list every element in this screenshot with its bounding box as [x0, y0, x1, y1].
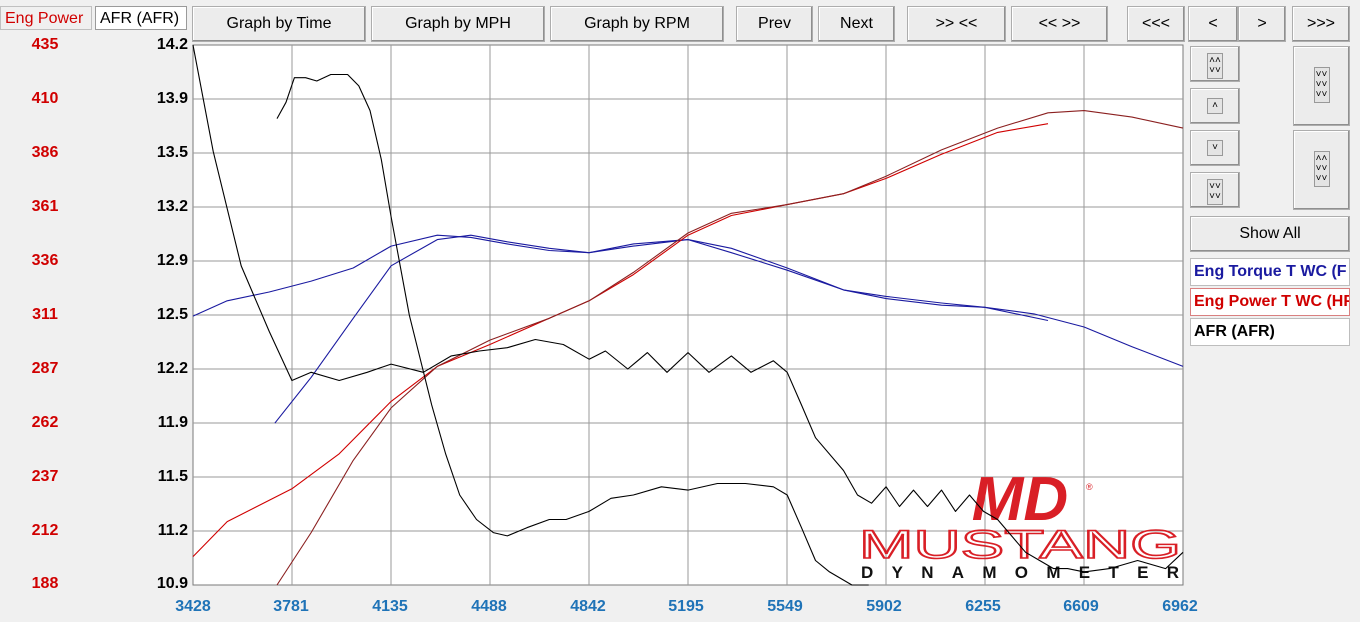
chevron-down-icon: ˅ [1207, 140, 1223, 156]
afr-tick: 11.9 [157, 414, 188, 431]
legend-eng-power-label: Eng Power T WC (HF [1194, 293, 1350, 310]
scroll-down-fast-button[interactable]: ˅˅ ˅˅ [1190, 172, 1240, 208]
x-tick: 5902 [866, 598, 902, 615]
left-tick: 336 [31, 252, 59, 269]
x-tick: 3781 [273, 598, 309, 615]
x-tick: 4488 [471, 598, 507, 615]
zoom-out-x-button[interactable]: << >> [1011, 6, 1108, 42]
graph-by-mph-button[interactable]: Graph by MPH [371, 6, 545, 42]
scroll-up-button[interactable]: ˄ [1190, 88, 1240, 124]
graph-by-rpm-button[interactable]: Graph by RPM [550, 6, 724, 42]
afr-tick: 13.2 [156, 198, 188, 215]
left-tick: 435 [31, 36, 59, 53]
show-all-button[interactable]: Show All [1190, 216, 1350, 252]
scroll-down-button[interactable]: ˅ [1190, 130, 1240, 166]
x-tick: 4135 [372, 598, 408, 615]
left-tick: 262 [31, 414, 59, 431]
left-tick: 361 [31, 198, 59, 215]
series-line [192, 123, 1049, 557]
afr-tick: 11.5 [157, 468, 188, 485]
triple-chevron-up-down-icon: ˄˄ ˅˅ ˅˅ [1313, 151, 1330, 187]
series-line [276, 73, 869, 586]
prev-button[interactable]: Prev [736, 6, 813, 42]
afr-tick: 12.2 [156, 360, 188, 377]
last-button[interactable]: >>> [1292, 6, 1350, 42]
left-tick: 410 [31, 90, 59, 107]
back-button[interactable]: < [1188, 6, 1238, 42]
afr-tick: 11.2 [157, 522, 188, 539]
afr-tick: 10.9 [156, 575, 188, 592]
tab-eng-power[interactable]: Eng Power [0, 6, 92, 30]
x-tick: 6962 [1162, 598, 1198, 615]
next-button[interactable]: Next [818, 6, 895, 42]
afr-tick: 14.2 [156, 36, 188, 53]
graph-by-time-button[interactable]: Graph by Time [192, 6, 366, 42]
series-line [276, 110, 1184, 586]
chevron-up-icon: ˄ [1207, 98, 1223, 114]
left-tick: 237 [31, 468, 59, 485]
compress-y-button[interactable]: ˄˄ ˅˅ ˅˅ [1293, 130, 1350, 210]
afr-tick: 13.9 [156, 90, 188, 107]
afr-tick: 12.9 [156, 252, 188, 269]
scroll-up-fast-button[interactable]: ˄˄ ˅˅ [1190, 46, 1240, 82]
left-tick: 311 [32, 306, 58, 323]
left-tick: 188 [31, 575, 59, 592]
afr-tick: 13.5 [156, 144, 188, 161]
series-line [192, 44, 1184, 573]
double-chevron-up-down-icon: ˄˄ ˅˅ [1207, 53, 1223, 79]
legend-eng-power[interactable]: Eng Power T WC (HF [1190, 288, 1350, 316]
legend-eng-torque[interactable]: Eng Torque T WC (F [1190, 258, 1350, 286]
series-line [274, 234, 1184, 424]
left-tick: 212 [31, 522, 59, 539]
x-tick: 3428 [175, 598, 211, 615]
x-tick: 4842 [570, 598, 606, 615]
x-tick: 6609 [1063, 598, 1099, 615]
legend-afr-label: AFR (AFR) [1194, 323, 1275, 340]
zoom-in-x-button[interactable]: >> << [907, 6, 1006, 42]
tab-afr[interactable]: AFR (AFR) [95, 6, 187, 30]
series-line [192, 234, 1049, 322]
x-tick: 5195 [668, 598, 704, 615]
forward-button[interactable]: > [1238, 6, 1286, 42]
double-chevron-down-icon: ˅˅ ˅˅ [1207, 179, 1223, 205]
legend-afr[interactable]: AFR (AFR) [1190, 318, 1350, 346]
first-button[interactable]: <<< [1127, 6, 1185, 42]
afr-tick: 12.5 [156, 306, 188, 323]
expand-y-button[interactable]: ˅˅ ˅˅ ˅˅ [1293, 46, 1350, 126]
legend-eng-torque-label: Eng Torque T WC (F [1194, 263, 1347, 280]
logo-md: MD [972, 465, 1068, 534]
x-tick: 6255 [965, 598, 1001, 615]
grid [193, 45, 1183, 585]
logo-registered: ® [1086, 482, 1093, 492]
left-tick: 287 [31, 360, 59, 377]
triple-chevron-down-icon: ˅˅ ˅˅ ˅˅ [1313, 67, 1330, 103]
x-tick: 5549 [767, 598, 803, 615]
left-tick: 386 [31, 144, 59, 161]
